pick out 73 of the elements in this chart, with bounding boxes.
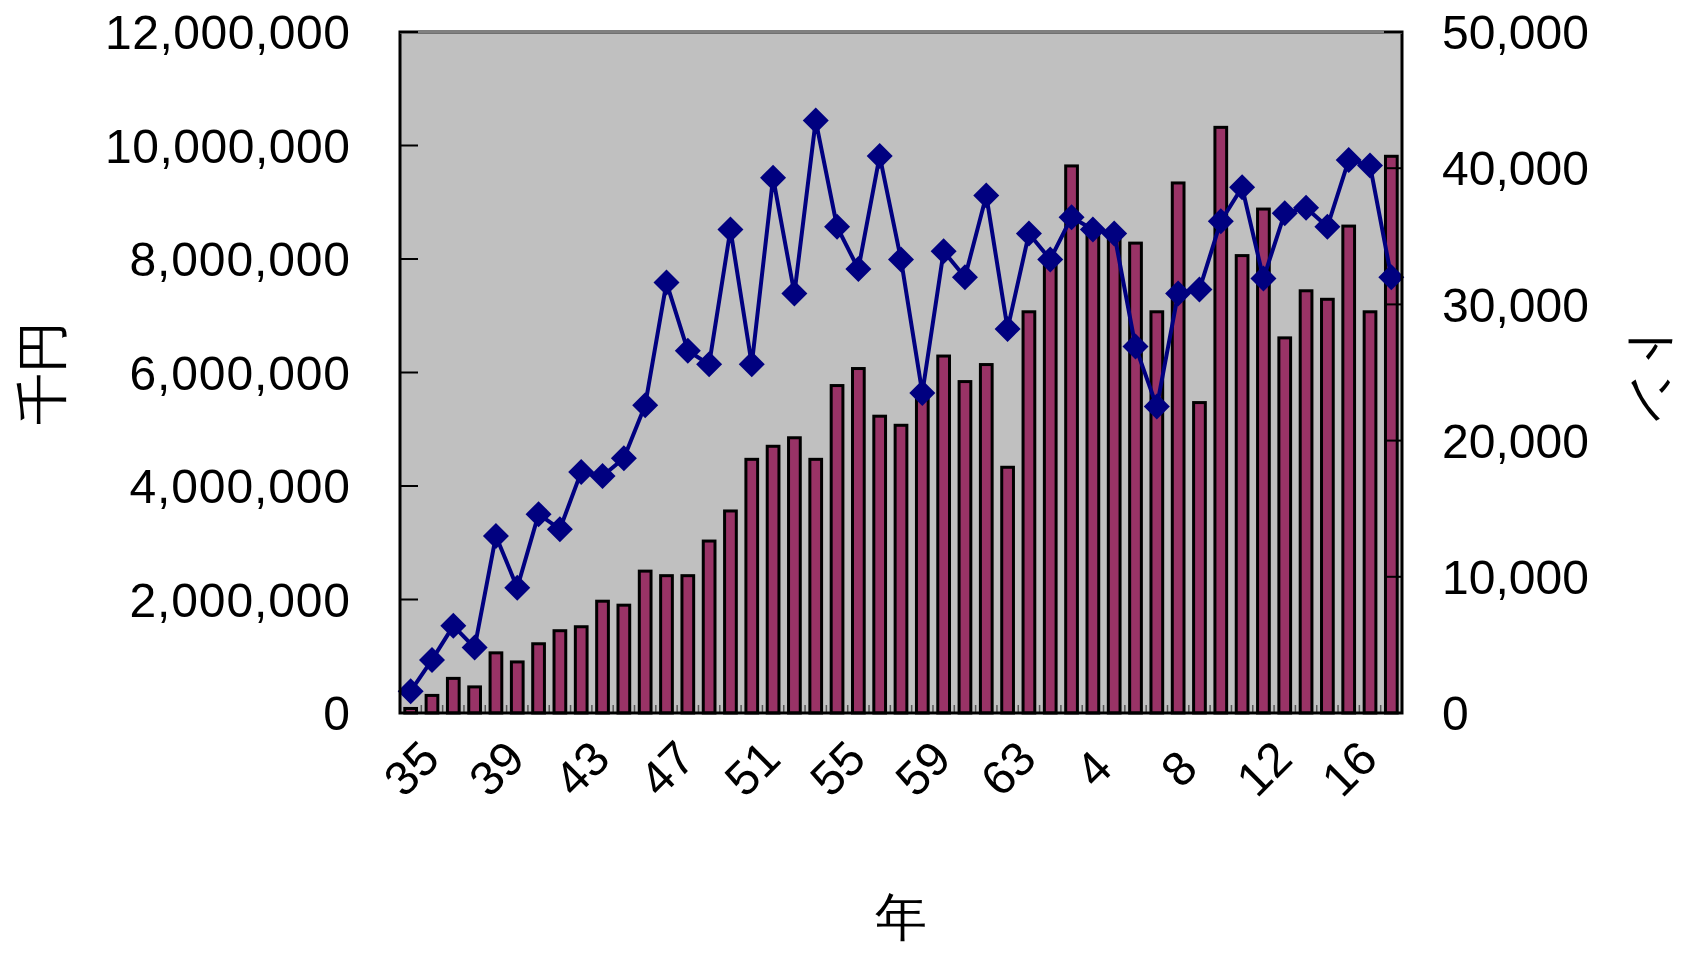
point <box>1229 174 1256 201</box>
x-tick-label: 59 <box>885 730 961 807</box>
point <box>1143 393 1170 420</box>
x-tick-label: 51 <box>714 730 790 807</box>
point <box>1186 276 1213 303</box>
point <box>802 107 829 134</box>
y-axis-title: 千円 <box>13 320 71 425</box>
y-tick-label: 2,000,000 <box>129 573 350 627</box>
y2-tick-label: 0 <box>1442 687 1469 741</box>
y-tick-label: 0 <box>323 687 350 741</box>
y2-axis-title: トン <box>1624 319 1682 426</box>
point <box>1314 213 1341 240</box>
point <box>1207 208 1234 235</box>
x-tick-label: 43 <box>544 730 620 807</box>
point <box>1037 246 1064 273</box>
point <box>738 351 765 378</box>
point <box>845 255 872 282</box>
point <box>1165 280 1192 307</box>
x-tick-label: 35 <box>373 730 449 807</box>
point <box>781 280 808 307</box>
point <box>397 678 424 705</box>
point <box>1250 265 1277 292</box>
point <box>994 315 1021 342</box>
x-tick-label: 12 <box>1226 730 1302 807</box>
point <box>1101 220 1128 247</box>
y2-tick-label: 30,000 <box>1442 278 1589 332</box>
x-tick-label: 8 <box>1150 740 1207 797</box>
y2-tick-label: 10,000 <box>1442 551 1589 605</box>
point <box>589 463 616 490</box>
point <box>610 445 637 472</box>
point <box>525 501 552 528</box>
point <box>674 337 701 364</box>
x-tick-label: 55 <box>799 730 876 807</box>
point <box>440 612 467 639</box>
point <box>568 458 595 485</box>
point <box>824 213 851 240</box>
x-tick-label: 39 <box>458 730 535 807</box>
point <box>696 351 723 378</box>
x-tick-label: 63 <box>970 730 1046 807</box>
point <box>482 522 509 549</box>
point <box>1122 333 1149 360</box>
y-tick-label: 8,000,000 <box>129 233 350 287</box>
point <box>1335 147 1362 174</box>
point <box>1357 152 1384 179</box>
point <box>930 238 957 265</box>
y-tick-label: 6,000,000 <box>129 346 350 400</box>
point <box>1271 200 1298 227</box>
point <box>1015 220 1042 247</box>
point <box>504 574 531 601</box>
point <box>1079 216 1106 243</box>
point <box>866 142 893 169</box>
point <box>1293 194 1320 221</box>
bar <box>1383 154 1399 715</box>
y-tick-label: 12,000,000 <box>105 6 350 60</box>
point <box>418 646 445 673</box>
y2-tick-label: 50,000 <box>1442 6 1589 60</box>
y2-tick-label: 20,000 <box>1442 414 1589 468</box>
point <box>760 164 787 191</box>
x-tick-label: 4 <box>1065 740 1122 797</box>
point <box>632 392 659 419</box>
point <box>1058 204 1085 231</box>
point <box>951 264 978 291</box>
x-axis-title: 年 <box>875 888 927 946</box>
point <box>888 246 914 273</box>
x-tick-label: 16 <box>1311 730 1387 807</box>
point <box>653 269 680 296</box>
y-tick-label: 4,000,000 <box>129 460 350 514</box>
x-tick-label: 47 <box>629 730 705 807</box>
point <box>461 634 488 661</box>
point <box>546 516 573 543</box>
y2-tick-label: 40,000 <box>1442 142 1589 196</box>
point <box>973 182 1000 209</box>
y-tick-label: 10,000,000 <box>105 119 350 173</box>
